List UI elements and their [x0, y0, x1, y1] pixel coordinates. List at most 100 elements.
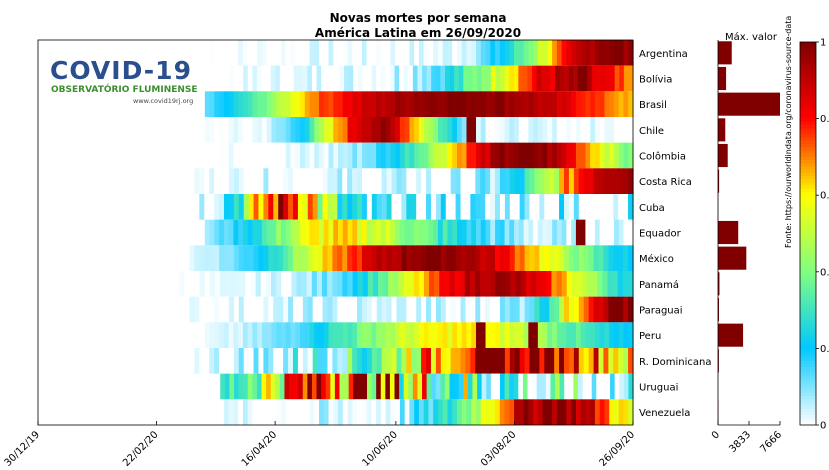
heatmap-cell [485, 40, 491, 66]
colorbar-swatch [800, 313, 816, 317]
row-label: Uruguai [639, 383, 678, 394]
heatmap-cell [452, 91, 458, 117]
colorbar-swatch [800, 188, 816, 193]
heatmap-cell [480, 219, 487, 246]
heatmap-cell [445, 296, 452, 323]
heatmap-cell [347, 194, 353, 220]
heatmap-cell [332, 245, 338, 271]
heatmap-cell [458, 373, 464, 400]
heatmap-cell [628, 168, 634, 194]
heatmap-cell [510, 271, 517, 297]
heatmap-cell [440, 65, 446, 92]
heatmap-cell [194, 245, 200, 271]
heatmap-cell [568, 245, 575, 271]
heatmap-cell [414, 219, 420, 246]
heatmap-cell [528, 399, 534, 425]
heatmap-cell [623, 91, 629, 117]
heatmap-cell [376, 142, 382, 169]
colorbar-swatch [800, 409, 816, 413]
heatmap-cell [456, 117, 463, 143]
heatmap-cell [514, 296, 521, 323]
heatmap-cell [435, 296, 442, 323]
heatmap-cell [233, 322, 239, 348]
heatmap-cell [514, 194, 521, 220]
heatmap-cell [449, 65, 455, 92]
heatmap-cell [571, 40, 577, 66]
heatmap-cell [328, 117, 334, 143]
heatmap-cell [544, 245, 550, 271]
heatmap-cell [541, 373, 547, 400]
heatmap-cell [556, 219, 563, 246]
heatmap-cell [404, 322, 411, 348]
heatmap-cell [256, 373, 263, 400]
heatmap-cell [242, 91, 249, 117]
heatmap-cell [486, 373, 492, 400]
heatmap-cell [399, 91, 406, 117]
heatmap-cell [466, 91, 472, 117]
heatmap-cell [243, 194, 250, 220]
heatmap-cell [342, 271, 349, 297]
heatmap-cell [426, 245, 432, 271]
heatmap-cell [229, 373, 235, 400]
heatmap-cell [261, 117, 268, 143]
heatmap-cell [480, 271, 486, 297]
heatmap-cell [223, 117, 230, 143]
heatmap-cell [509, 296, 516, 323]
heatmap-cell [449, 271, 456, 297]
heatmap-cell [268, 194, 274, 220]
heatmap-cell [610, 65, 616, 92]
row-label: Paraguai [639, 306, 683, 317]
heatmap-cell [495, 348, 501, 374]
heatmap-cell [209, 117, 215, 143]
heatmap-cell [518, 373, 524, 400]
heatmap-cell [437, 117, 444, 143]
heatmap-cell [342, 117, 349, 143]
heatmap-cell [189, 168, 196, 194]
heatmap-cell [564, 296, 570, 323]
heatmap-cell [590, 399, 596, 425]
heatmap-cell [542, 117, 548, 143]
heatmap-cell [476, 322, 482, 348]
colorbar-swatch [800, 144, 816, 148]
heatmap-cell [238, 117, 244, 143]
colorbar-swatch [800, 45, 816, 49]
heatmap-cell [243, 65, 249, 92]
heatmap-cell [509, 322, 515, 348]
heatmap-cell [257, 91, 263, 117]
heatmap-cell [509, 91, 515, 117]
heatmap-cell [533, 117, 539, 143]
heatmap-cell [596, 65, 602, 92]
heatmap-cell [523, 399, 529, 425]
heatmap-cell [266, 322, 273, 348]
heatmap-cell [628, 142, 634, 169]
heatmap-cell [404, 117, 411, 143]
colorbar-swatch [800, 287, 816, 292]
heatmap-cell [418, 271, 425, 297]
heatmap-cell [271, 322, 277, 348]
colorbar-swatch [800, 271, 816, 276]
heatmap-cell [466, 322, 472, 348]
heatmap-cell [544, 194, 550, 220]
heatmap-cell [480, 322, 487, 348]
heatmap-cell [233, 399, 239, 425]
heatmap-cell [371, 65, 377, 92]
heatmap-cell [480, 348, 486, 374]
heatmap-cell [571, 117, 577, 143]
heatmap-cell [604, 91, 610, 117]
heatmap-cell [214, 91, 220, 117]
heatmap-cell [583, 348, 590, 374]
heatmap-cell [252, 117, 258, 143]
heatmap-cell [371, 40, 377, 66]
heatmap-cell [456, 40, 463, 66]
heatmap-cell [514, 219, 520, 246]
heatmap-cell [618, 399, 625, 425]
heatmap-cell [253, 168, 260, 194]
heatmap-cell [297, 348, 304, 374]
heatmap-cell [444, 373, 451, 400]
heatmap-cell [204, 322, 211, 348]
heatmap-cell [361, 117, 368, 143]
heatmap-cell [280, 219, 287, 246]
heatmap-cell [578, 168, 585, 194]
heatmap-cell [430, 296, 437, 323]
heatmap-cell [509, 40, 515, 66]
